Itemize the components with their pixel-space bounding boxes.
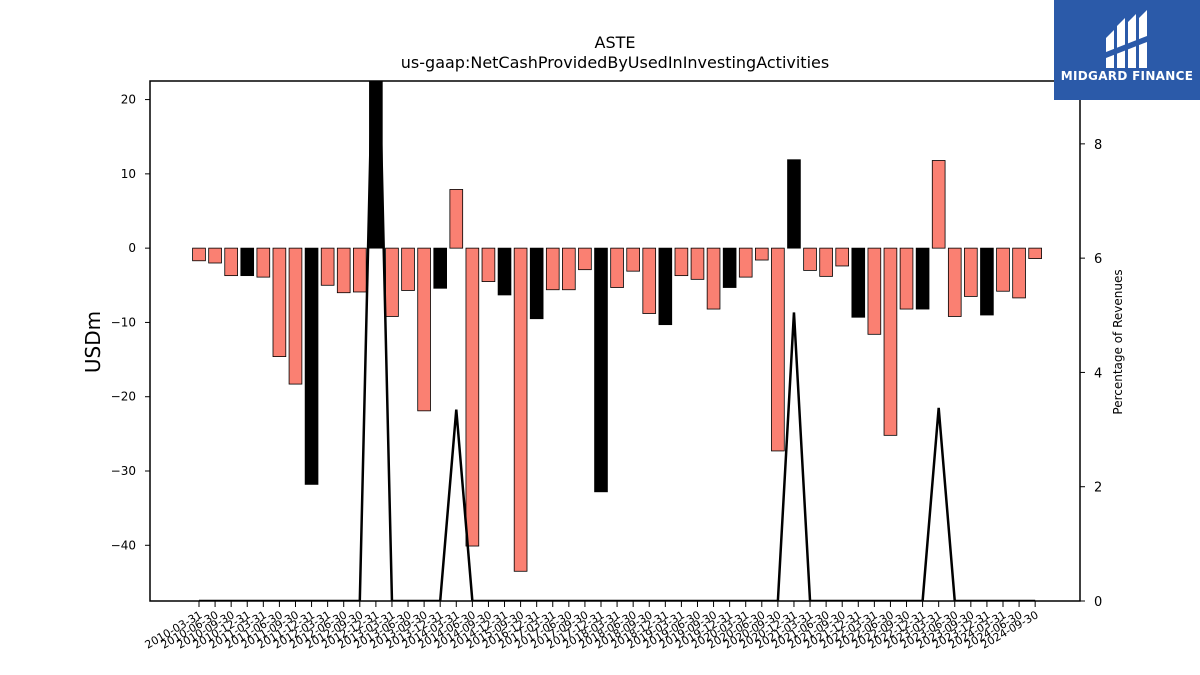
y-tick-label: −30: [111, 464, 136, 478]
bar-2020-09-30: [771, 247, 785, 452]
y-tick-label: 10: [121, 167, 136, 181]
plot-frame: [149, 80, 1081, 602]
y-tick-label: −20: [111, 390, 136, 404]
midgard-logo-mark-icon: [1106, 10, 1147, 68]
bar-2022-06-30: [883, 247, 898, 436]
bar-2021-12-31: [851, 247, 866, 318]
bar-2019-06-30: [690, 247, 705, 280]
bar-2022-09-30: [899, 247, 914, 310]
bar-2024-03-31: [996, 247, 1010, 292]
bar-2020-06-30: [755, 247, 769, 261]
bar-2011-09-30: [288, 247, 303, 385]
bar-2010-09-30: [224, 247, 238, 277]
y2-tick-label: 8: [1094, 138, 1102, 153]
bar-2013-09-30: [417, 247, 431, 412]
y-axis-ticks: 20 10 0 −10 −20 −30 −40: [111, 93, 150, 552]
bar-2010-03-31: [192, 247, 206, 262]
bar-2017-03-31: [545, 247, 560, 291]
bar-2017-06-30: [562, 247, 576, 291]
bar-2022-12-31: [915, 247, 930, 310]
bar-2023-06-30: [947, 247, 962, 317]
y-tick-label: −40: [111, 538, 136, 552]
bar-2021-09-30: [835, 247, 849, 267]
midgard-finance-logo: MIDGARD FINANCE: [1054, 0, 1200, 100]
bar-2011-12-31: [304, 247, 319, 485]
y-tick-label: 20: [121, 93, 136, 107]
bar-2018-12-31: [658, 247, 673, 326]
bar-2015-09-30: [513, 247, 528, 572]
y2-tick-label: 0: [1094, 595, 1102, 610]
bar-2016-12-31: [529, 247, 544, 320]
bar-2013-12-31: [433, 247, 447, 289]
bars: [192, 81, 1042, 572]
bar-2014-06-30: [465, 247, 480, 547]
y2-tick-label: 2: [1094, 481, 1102, 496]
logo-text: MIDGARD FINANCE: [1060, 69, 1194, 83]
bar-2013-03-31: [385, 247, 399, 317]
y-axis-label: USDm: [81, 311, 105, 373]
bar-2012-09-30: [352, 247, 367, 293]
bar-2017-12-31: [594, 247, 608, 493]
bar-2023-09-30: [964, 247, 978, 297]
y2-tick-label: 4: [1094, 366, 1102, 381]
bar-2018-09-30: [642, 247, 657, 314]
bar-2018-03-31: [610, 247, 624, 288]
bar-2019-12-31: [722, 247, 737, 288]
y-tick-label: −10: [111, 315, 136, 329]
bar-2010-06-30: [208, 247, 222, 264]
chart-title: ASTE: [595, 33, 636, 52]
bar-2011-03-31: [256, 247, 271, 278]
y2-axis-ticks: 0 2 4 6 8: [1080, 138, 1102, 610]
bar-2014-12-31: [497, 247, 512, 296]
bar-2018-06-30: [626, 247, 640, 272]
bar-2021-06-30: [819, 247, 833, 277]
bar-2011-06-30: [272, 247, 287, 357]
y2-axis-label: Percentage of Revenues: [1111, 269, 1125, 414]
bar-2024-09-30: [1028, 247, 1042, 259]
y2-tick-label: 6: [1094, 252, 1102, 267]
bar-2019-03-31: [674, 247, 689, 277]
bar-2023-03-31: [931, 160, 946, 249]
y-tick-label: 0: [128, 241, 136, 255]
bar-2012-06-30: [336, 247, 351, 294]
bar-2020-03-31: [738, 247, 753, 278]
x-axis-ticks: 2010-03-312010-06-302010-09-302010-12-31…: [143, 601, 1041, 652]
bar-2010-12-31: [240, 247, 255, 277]
bar-2013-06-30: [401, 247, 415, 291]
bar-2017-09-30: [578, 247, 592, 271]
chart-subtitle: us-gaap:NetCashProvidedByUsedInInvesting…: [401, 53, 829, 72]
bar-2012-03-31: [320, 247, 335, 286]
bar-2020-12-31: [787, 159, 801, 249]
bar-2022-03-31: [867, 247, 882, 335]
bar-2021-03-31: [803, 247, 817, 271]
bar-2014-09-30: [481, 247, 496, 282]
bar-2019-09-30: [706, 247, 721, 310]
bar-2023-12-31: [980, 247, 994, 316]
bar-2024-06-30: [1012, 247, 1026, 299]
bar-2014-03-31: [449, 189, 464, 249]
